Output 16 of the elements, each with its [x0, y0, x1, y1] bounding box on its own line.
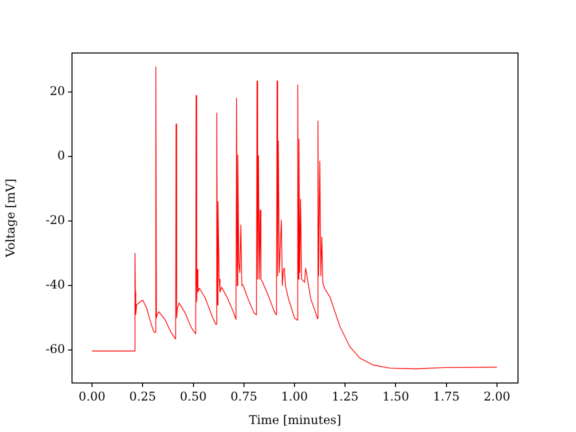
x-tick-label: 1.25 [332, 389, 358, 404]
x-tick-label: 1.75 [432, 389, 460, 404]
x-tick-label: 1.50 [382, 389, 410, 404]
x-tick-label: 0.25 [129, 389, 156, 404]
y-tick-label: 0 [57, 148, 65, 163]
y-tick-label: -20 [46, 213, 65, 228]
y-tick-label: -40 [46, 278, 65, 292]
x-tick-label: 0.50 [180, 389, 207, 404]
y-tick-label: -60 [46, 342, 65, 356]
x-tick-label: 0.00 [78, 389, 106, 404]
x-axis-title: Time [minutes] [248, 412, 342, 427]
y-tick-label: 20 [50, 84, 65, 98]
x-tick-label: 0.75 [230, 389, 258, 404]
x-tick-label: 1.00 [281, 389, 308, 404]
y-axis-title: Voltage [mV] [3, 178, 18, 258]
x-tick-label: 2.00 [484, 389, 510, 404]
